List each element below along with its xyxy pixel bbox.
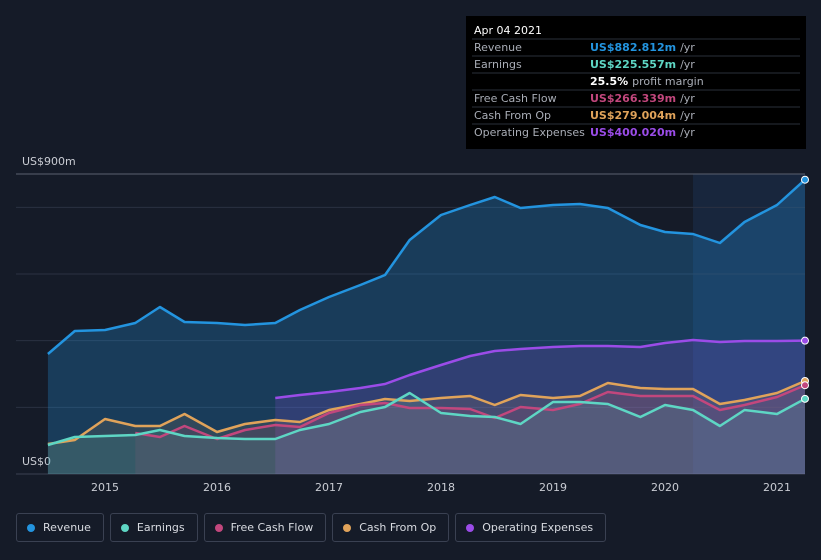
end-point	[801, 175, 809, 184]
tooltip-label: Revenue	[474, 41, 522, 54]
end-point	[801, 336, 809, 345]
legend-label: Free Cash Flow	[230, 521, 314, 534]
series-area	[47, 393, 805, 474]
series-line	[47, 379, 806, 446]
tooltip-unit: /yr	[680, 109, 695, 122]
tooltip-unit: /yr	[680, 41, 695, 54]
tooltip-value: 25.5%	[590, 75, 628, 88]
legend: Revenue Earnings Free Cash Flow Cash From O…	[16, 513, 607, 542]
tooltip-value: US$882.812m	[590, 41, 676, 54]
tooltip-label: Operating Expenses	[474, 126, 585, 139]
legend-dot	[214, 523, 223, 532]
legend-label: Earnings	[136, 521, 185, 534]
series-line	[47, 178, 806, 355]
series-line	[135, 384, 806, 441]
legend-label: Operating Expenses	[482, 521, 594, 534]
tooltip-value: US$400.020m	[590, 126, 676, 139]
highlight-region	[693, 174, 805, 474]
tooltip-box	[466, 16, 806, 149]
legend-dot	[120, 523, 129, 532]
x-tick-label: 2019	[539, 481, 567, 494]
x-tick-label: 2021	[763, 481, 791, 494]
tooltip-value: US$225.557m	[590, 58, 676, 71]
legend-label: Cash From Op	[359, 521, 437, 534]
series-line	[47, 391, 806, 447]
series-area	[135, 385, 806, 474]
legend-item[interactable]: Cash From Op	[332, 513, 450, 542]
y-tick-label: US$900m	[22, 155, 76, 168]
tooltip-label: Earnings	[474, 58, 522, 71]
series-area	[275, 340, 805, 474]
tooltip-label: Cash From Op	[474, 109, 551, 122]
x-tick-label: 2015	[91, 481, 119, 494]
tooltip-value: US$279.004m	[590, 109, 676, 122]
series-line	[275, 338, 806, 400]
series-area	[47, 179, 805, 474]
legend-dot	[27, 523, 35, 532]
legend-label: Revenue	[43, 521, 91, 534]
end-point	[801, 394, 809, 403]
series-area	[47, 380, 805, 474]
tooltip-date: Apr 04 2021	[474, 24, 542, 37]
legend-item[interactable]: Revenue	[16, 513, 104, 542]
tooltip-unit: /yr	[680, 126, 695, 139]
y-tick-label: US$0	[22, 455, 51, 468]
legend-dot	[466, 523, 475, 532]
x-tick-label: 2020	[651, 481, 679, 494]
legend-item[interactable]: Earnings	[109, 513, 198, 542]
end-point	[801, 381, 809, 390]
x-tick-label: 2016	[203, 481, 231, 494]
tooltip-unit: /yr	[680, 92, 695, 105]
legend-item[interactable]: Free Cash Flow	[203, 513, 327, 542]
chart: US$0 US$900m 2015 2016 2017 2018 2019 2020 2021 A…	[16, 16, 809, 494]
x-tick-label: 2017	[315, 481, 343, 494]
legend-dot	[343, 523, 352, 532]
legend-item[interactable]: Operating Expenses	[455, 513, 607, 542]
tooltip-unit: /yr	[680, 58, 695, 71]
tooltip-unit: profit margin	[632, 75, 704, 88]
tooltip: Apr 04 2021 Revenue US$882.812m/yr Earnings…	[466, 16, 806, 149]
tooltip-value: US$266.339m	[590, 92, 676, 105]
x-tick-label: 2018	[427, 481, 455, 494]
tooltip-label: Free Cash Flow	[474, 92, 557, 105]
